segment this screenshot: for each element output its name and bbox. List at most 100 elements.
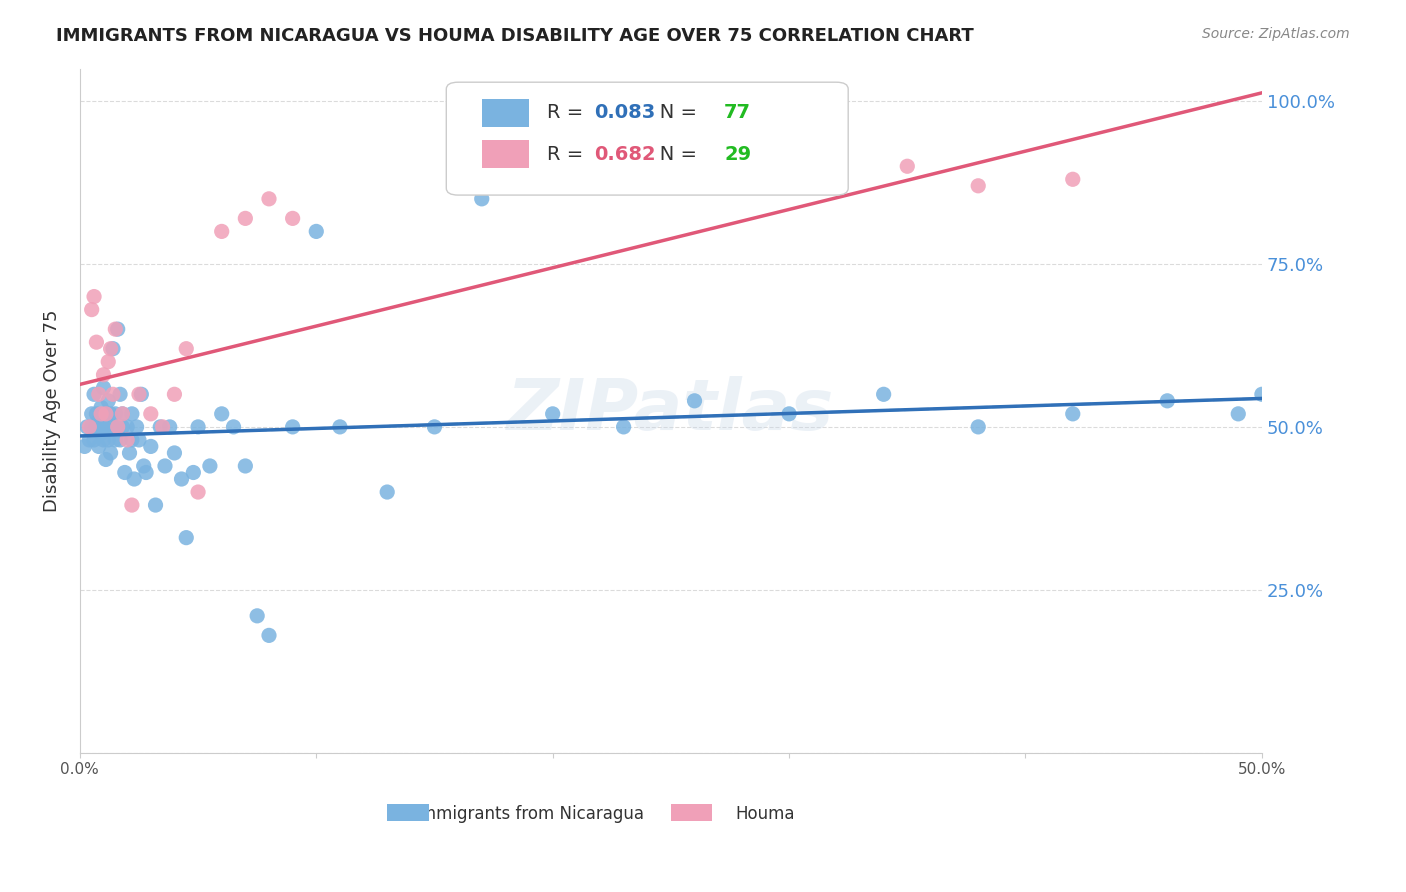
Point [149,420,172,434]
Point [79,433,101,447]
Point [104,433,127,447]
Point [86,335,108,350]
Point [121,407,143,421]
Point [128,387,150,401]
Point [101,387,124,401]
Point [613,420,636,434]
Point [93,368,115,382]
Point [541,407,564,421]
Point [100,407,122,421]
Point [128,433,150,447]
Point [86,420,108,434]
Point [93,420,115,434]
Point [967,178,990,193]
Bar [482,99,529,127]
Point [281,211,304,226]
Text: ZIPatlas: ZIPatlas [508,376,835,445]
Point [107,420,129,434]
Point [1227,407,1250,421]
Point [93,381,115,395]
Text: 0.083: 0.083 [595,103,655,122]
Point [76,420,98,434]
Point [97,393,120,408]
Point [896,159,918,173]
Point [174,531,197,545]
Point [683,393,706,408]
Point [471,192,494,206]
Text: Houma: Houma [735,805,796,823]
Point [423,420,446,434]
Bar [671,804,713,821]
Point [94,407,117,421]
Point [139,407,162,421]
Point [1156,393,1178,408]
Text: Immigrants from Nicaragua: Immigrants from Nicaragua [415,805,644,823]
Point [121,498,143,512]
Point [778,407,800,421]
Point [135,466,157,480]
Point [97,433,120,447]
Bar [482,140,529,168]
Text: 77: 77 [724,103,751,122]
Point [235,458,257,473]
Point [94,452,117,467]
Point [257,192,280,206]
Text: N =: N = [641,103,703,122]
Point [305,224,328,238]
Text: IMMIGRANTS FROM NICARAGUA VS HOUMA DISABILITY AGE OVER 75 CORRELATION CHART: IMMIGRANTS FROM NICARAGUA VS HOUMA DISAB… [56,27,974,45]
Point [108,387,131,401]
Point [170,472,193,486]
Point [198,458,221,473]
Point [83,289,105,303]
Point [187,485,209,500]
Point [80,407,103,421]
Point [100,342,122,356]
Point [235,211,257,226]
Point [80,302,103,317]
Text: N =: N = [641,145,703,163]
Point [121,433,143,447]
Point [73,439,96,453]
Point [104,322,127,336]
Point [93,433,115,447]
Point [153,458,176,473]
Point [1062,172,1084,186]
Point [145,498,167,512]
Point [329,420,352,434]
Point [118,446,141,460]
Point [159,420,181,434]
Point [115,420,138,434]
Point [111,407,134,421]
Point [174,342,197,356]
Point [107,322,129,336]
Point [1251,387,1274,401]
Text: R =: R = [547,103,589,122]
Point [100,446,122,460]
Point [87,439,110,453]
Point [79,420,101,434]
Point [101,342,124,356]
Y-axis label: Disability Age Over 75: Disability Age Over 75 [44,310,60,512]
Point [163,446,186,460]
Point [222,420,245,434]
Point [86,407,108,421]
Point [872,387,894,401]
Point [125,420,148,434]
Point [80,420,103,434]
Point [87,387,110,401]
Point [163,387,186,401]
Point [83,387,105,401]
Point [131,387,153,401]
Point [107,420,129,434]
Point [111,407,134,421]
Text: 0.682: 0.682 [595,145,655,163]
Point [132,458,155,473]
Point [90,426,112,441]
Point [211,224,233,238]
Bar [387,804,429,821]
Point [257,628,280,642]
Point [967,420,990,434]
Point [114,466,136,480]
Point [281,420,304,434]
Point [104,407,127,421]
